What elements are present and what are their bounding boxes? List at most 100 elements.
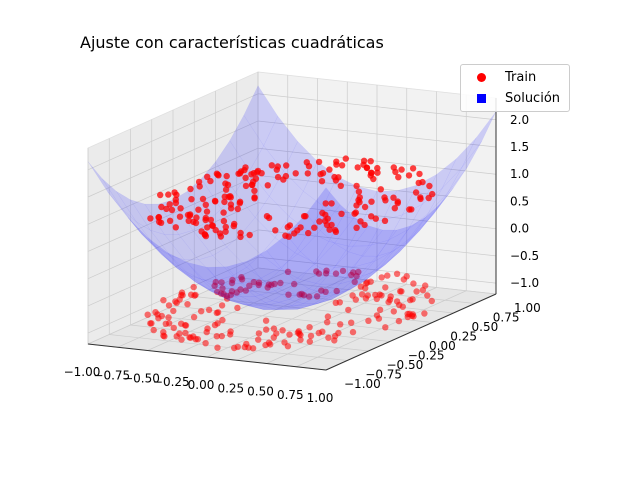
- train-point: [318, 287, 325, 294]
- surface-patch: [371, 243, 406, 274]
- surface-patch: [274, 279, 310, 300]
- train-point: [284, 223, 291, 231]
- surface-patch: [362, 229, 398, 257]
- train-point: [203, 208, 211, 215]
- legend-entry-solution: Solución: [469, 88, 560, 108]
- train-point: [219, 285, 226, 292]
- train-point: [202, 214, 209, 222]
- train-point: [283, 162, 290, 169]
- train-point: [352, 296, 359, 303]
- surface-patch: [237, 290, 273, 306]
- train-point: [321, 217, 329, 225]
- train-point: [362, 285, 369, 292]
- train-point: [424, 292, 431, 299]
- train-point: [305, 163, 313, 170]
- train-point: [313, 293, 321, 300]
- surface-patch: [322, 276, 358, 294]
- surface-patch: [141, 234, 176, 268]
- train-point: [363, 164, 371, 172]
- train-point: [252, 175, 260, 182]
- surface-patch: [226, 234, 262, 268]
- train-point: [410, 313, 417, 320]
- train-point: [316, 218, 323, 225]
- train-point: [331, 173, 338, 181]
- train-point: [351, 278, 358, 286]
- train-point: [237, 286, 244, 293]
- train-point: [351, 210, 358, 217]
- train-point: [376, 306, 384, 313]
- surface-patch: [116, 191, 151, 231]
- train-point: [358, 291, 366, 298]
- train-point: [367, 169, 375, 177]
- train-point: [361, 221, 368, 229]
- train-point: [370, 175, 377, 183]
- surface-patch: [348, 225, 384, 257]
- train-point: [396, 301, 403, 309]
- train-point: [404, 310, 411, 318]
- train-point: [292, 170, 299, 177]
- surface-patch: [317, 288, 352, 304]
- train-point: [332, 270, 340, 277]
- train-point: [419, 178, 426, 186]
- train-point: [307, 332, 315, 340]
- train-point: [214, 320, 221, 327]
- train-point: [398, 166, 405, 173]
- train-point: [237, 233, 244, 241]
- train-point: [361, 203, 369, 211]
- train-point: [419, 286, 427, 294]
- train-point: [202, 201, 209, 208]
- train-point: [190, 313, 198, 321]
- train-point: [166, 201, 173, 208]
- train-point: [221, 193, 228, 200]
- surface-patch: [419, 187, 454, 231]
- train-point: [241, 343, 248, 351]
- surface-patch: [260, 237, 296, 270]
- surface-patch: [195, 281, 230, 301]
- surface-patch: [240, 217, 276, 255]
- train-point: [339, 267, 347, 275]
- train-point: [355, 196, 362, 204]
- train-point: [221, 198, 228, 206]
- train-point: [223, 292, 230, 300]
- train-point: [238, 274, 245, 281]
- legend-marker-solution: [476, 93, 486, 103]
- train-point: [178, 292, 185, 299]
- surface-patch: [328, 251, 364, 278]
- grid-line: [257, 202, 497, 230]
- train-point: [212, 198, 219, 205]
- solution-surface: [87, 85, 497, 310]
- train-point: [300, 292, 308, 299]
- surface-patch: [209, 290, 244, 306]
- train-point: [378, 274, 385, 281]
- surface-patch: [186, 261, 222, 285]
- surface-patch: [391, 217, 426, 253]
- z-tick-label: −1.0: [510, 276, 539, 290]
- train-point: [192, 219, 200, 227]
- x-tick-label: −0.50: [123, 372, 160, 386]
- surface-patch: [373, 229, 409, 262]
- train-point: [220, 209, 227, 216]
- train-point: [165, 314, 172, 321]
- train-point: [246, 282, 253, 289]
- train-point: [353, 272, 360, 280]
- train-point: [348, 319, 355, 326]
- surface-patch: [314, 243, 350, 274]
- train-point: [222, 228, 229, 235]
- train-point: [413, 288, 420, 295]
- train-point: [168, 206, 176, 214]
- surface-patch: [271, 291, 307, 306]
- train-point: [357, 218, 364, 225]
- train-point: [326, 226, 333, 233]
- x-tick-label: −1.00: [64, 365, 101, 379]
- legend-label-train: Train: [505, 69, 537, 85]
- surface-patch: [246, 250, 282, 279]
- train-point: [222, 186, 230, 193]
- surface-patch: [277, 304, 312, 310]
- train-point: [158, 312, 165, 320]
- surface-patch: [229, 300, 264, 310]
- train-point: [281, 339, 288, 346]
- surface-patch: [163, 234, 200, 261]
- train-point: [147, 215, 154, 222]
- train-point: [297, 336, 304, 343]
